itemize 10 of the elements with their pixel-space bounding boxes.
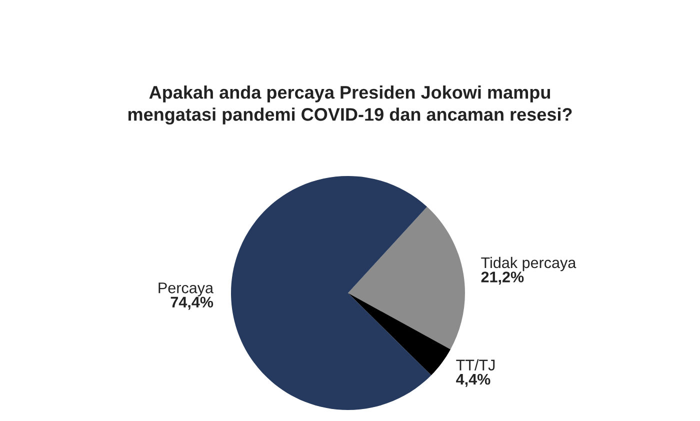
pie-slice <box>348 293 451 376</box>
data-label: 74,4% <box>170 296 214 310</box>
pie-slice <box>348 206 465 350</box>
pie-slice <box>231 176 432 410</box>
slice-label: Tidak percaya <box>481 256 576 272</box>
slice-label: TT/TJ <box>456 359 495 370</box>
chart-title: Apakah anda percaya Presiden Jokowi mampu mengatasi pandemi COVID-19 dan ancaman resesi? <box>128 86 572 124</box>
slice-label: Percaya <box>158 282 214 296</box>
data-label: 21,2% <box>481 272 524 285</box>
data-label: 4,4% <box>456 374 490 387</box>
